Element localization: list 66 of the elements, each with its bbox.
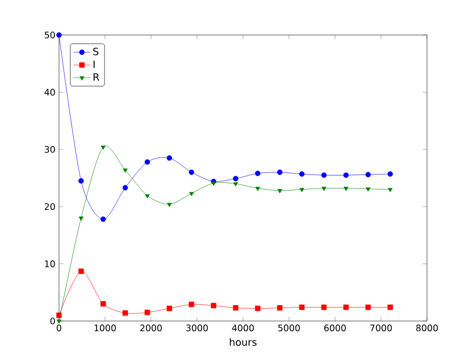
x-tick-label: 6000 — [324, 324, 346, 332]
point — [144, 159, 150, 165]
point — [300, 188, 304, 192]
point — [210, 302, 216, 308]
point — [277, 170, 282, 175]
y-tick-label: 10 — [45, 260, 55, 268]
y-tick-label: 30 — [44, 146, 55, 153]
point — [100, 146, 106, 150]
point — [189, 192, 194, 196]
x-tick-label: 0 — [56, 324, 62, 332]
point — [255, 186, 260, 191]
legend-label: S — [93, 48, 98, 56]
point — [232, 305, 238, 311]
point — [299, 304, 305, 310]
point — [56, 312, 62, 318]
point — [100, 301, 106, 307]
point — [78, 178, 84, 184]
point — [56, 32, 62, 38]
point — [167, 202, 172, 207]
point — [78, 216, 84, 221]
point — [100, 216, 106, 222]
point — [388, 304, 393, 310]
point — [122, 185, 128, 190]
point — [322, 186, 326, 191]
x-tick-label: 8000 — [416, 324, 438, 332]
x-tick-label: 2000 — [140, 324, 162, 332]
y-tick-label: 0 — [50, 318, 55, 324]
point — [388, 188, 393, 192]
point — [56, 320, 62, 324]
point — [299, 171, 305, 177]
point — [365, 172, 371, 178]
x-axis-title: hours — [230, 338, 257, 346]
point — [166, 155, 172, 161]
point — [188, 302, 194, 308]
x-tick-label: 3000 — [186, 324, 208, 332]
point — [277, 189, 282, 194]
x-tick-label: 7000 — [370, 324, 392, 332]
point — [166, 306, 172, 312]
point — [388, 171, 393, 177]
point — [144, 310, 150, 316]
point — [343, 304, 349, 310]
x-tick-label: 4000 — [232, 324, 254, 332]
point — [78, 268, 84, 274]
x-tick-label: 5000 — [278, 324, 300, 332]
x-tick-label: 1000 — [94, 324, 116, 332]
point — [277, 305, 282, 311]
point — [122, 168, 128, 173]
y-tick-label: 50 — [44, 32, 55, 38]
point — [144, 194, 150, 198]
y-tick-label: 20 — [44, 203, 55, 210]
point — [344, 186, 348, 191]
point — [255, 306, 260, 312]
point — [366, 187, 370, 192]
point — [211, 182, 216, 186]
y-tick-label: 40 — [44, 88, 55, 96]
point — [321, 172, 327, 178]
legend-label: R — [94, 73, 100, 81]
legend-label: I — [94, 60, 95, 68]
point — [188, 170, 194, 175]
point — [233, 182, 238, 186]
point — [255, 170, 260, 176]
point — [122, 310, 128, 316]
point — [365, 304, 371, 310]
point — [232, 176, 238, 182]
point — [321, 304, 327, 310]
point — [343, 172, 349, 178]
